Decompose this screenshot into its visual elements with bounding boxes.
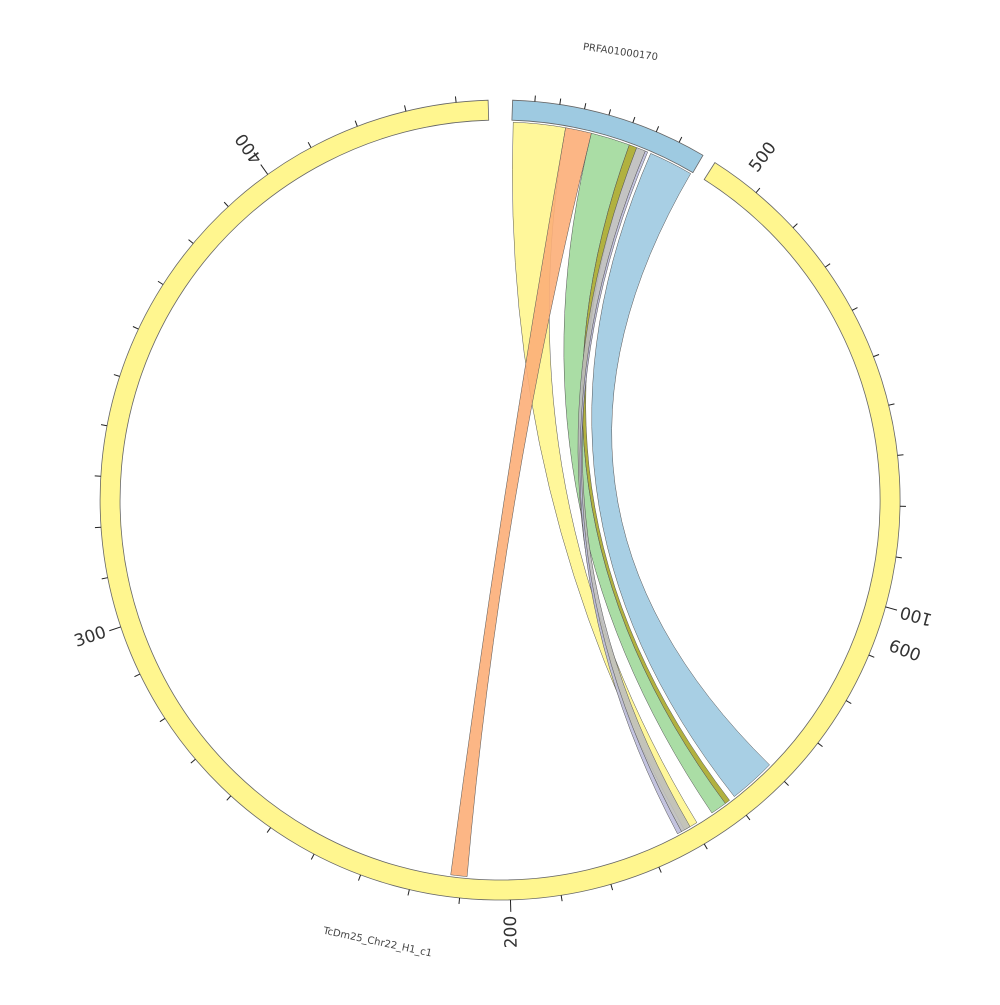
minor-tick [158,281,163,284]
minor-tick [224,202,228,206]
minor-tick [102,578,108,579]
minor-tick [825,264,830,267]
minor-tick [746,815,750,820]
minor-tick [898,455,904,456]
minor-tick [101,425,107,426]
minor-tick [358,875,360,881]
tick-label-300: 300 [72,622,109,651]
tick-label-400: 400 [232,129,267,167]
minor-tick [889,404,895,405]
minor-tick [191,759,196,763]
minor-tick [535,96,536,102]
minor-tick [896,557,902,558]
segment-chr22 [100,100,900,900]
minor-tick [189,240,194,244]
minor-tick [561,895,562,901]
minor-tick [609,109,611,115]
minor-tick [585,103,586,109]
contig-ring [100,100,900,900]
minor-tick [846,701,851,704]
minor-tick [133,326,138,329]
minor-tick [756,188,760,193]
blue-link [592,153,770,796]
minor-tick [459,898,460,904]
minor-tick [704,844,707,849]
minor-tick [227,796,231,800]
label-layer: PRFA01000170 TcDm25_Chr22_H1_c1 100 200 … [72,42,935,960]
minor-tick [873,355,879,357]
contig-label-prfa: PRFA01000170 [582,42,658,63]
major-tick [261,165,268,175]
minor-tick [633,117,635,123]
major-tick [109,627,120,631]
minor-tick [455,96,456,102]
links-layer [451,122,770,876]
minor-tick [656,126,658,132]
tick-label-100: 100 [898,601,935,629]
minor-tick [560,99,561,105]
minor-tick [784,781,788,785]
minor-tick [818,743,823,747]
minor-tick [308,142,311,147]
minor-tick [793,224,797,228]
minor-tick [114,375,120,377]
minor-tick [869,655,875,657]
minor-tick [160,718,165,721]
minor-tick [267,828,270,833]
minor-tick [852,308,857,311]
minor-tick [679,137,682,142]
tick-label-500: 500 [745,138,781,176]
tick-label-600: 600 [886,636,923,666]
minor-tick [611,884,613,890]
major-tick [885,607,897,610]
minor-tick [311,854,314,859]
tick-label-200: 200 [501,915,522,948]
minor-tick [405,105,406,111]
minor-tick [659,867,661,873]
minor-tick [355,121,357,127]
minor-tick [134,674,139,677]
minor-tick [408,890,409,896]
contig-label-chr22: TcDm25_Chr22_H1_c1 [321,925,433,959]
